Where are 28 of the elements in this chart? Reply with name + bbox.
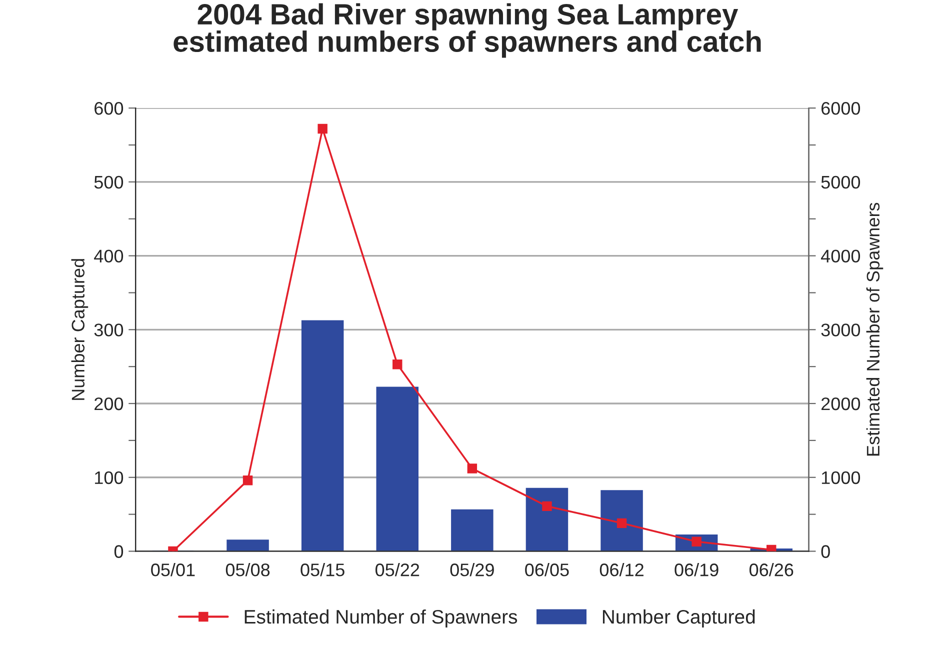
y-axis-title: Number Captured [71, 259, 88, 400]
y2-tick-label: 6000 [821, 102, 860, 115]
x-tick-label: 05/29 [450, 563, 494, 576]
y-tick-label: 500 [94, 176, 124, 189]
y-tick-label: 200 [94, 397, 124, 410]
x-tick-label: 06/26 [749, 563, 794, 576]
x-tick-label: 06/12 [600, 563, 644, 576]
x-tick-label: 06/05 [525, 563, 569, 576]
x-tick-label: 05/08 [226, 563, 270, 576]
legend-label: Estimated Number of Spawners [244, 609, 518, 628]
chart-title: 2004 Bad River spawning Sea Lamprey estimated numbers of spawners and catch [174, 3, 761, 58]
x-tick-label: 05/22 [375, 563, 420, 576]
y2-tick-label: 0 [821, 545, 830, 558]
y-tick-label: 100 [95, 471, 124, 484]
y2-axis-title: Estimated Number of Spawners [866, 202, 884, 456]
y-tick-label: 300 [94, 324, 124, 336]
y-tick-label: 600 [94, 102, 124, 115]
x-tick-label: 05/15 [300, 563, 344, 576]
y-tick-label: 0 [114, 545, 124, 558]
x-tick-label: 06/19 [674, 563, 718, 576]
legend-label: Number Captured [602, 609, 755, 628]
y2-tick-label: 4000 [820, 250, 860, 262]
y2-tick-label: 2000 [821, 397, 860, 410]
y2-tick-label: 3000 [821, 324, 860, 336]
y2-tick-label: 5000 [821, 176, 860, 189]
x-tick-label: 05/01 [151, 563, 195, 576]
y2-tick-label: 1000 [822, 471, 860, 484]
y-tick-label: 400 [94, 250, 124, 262]
